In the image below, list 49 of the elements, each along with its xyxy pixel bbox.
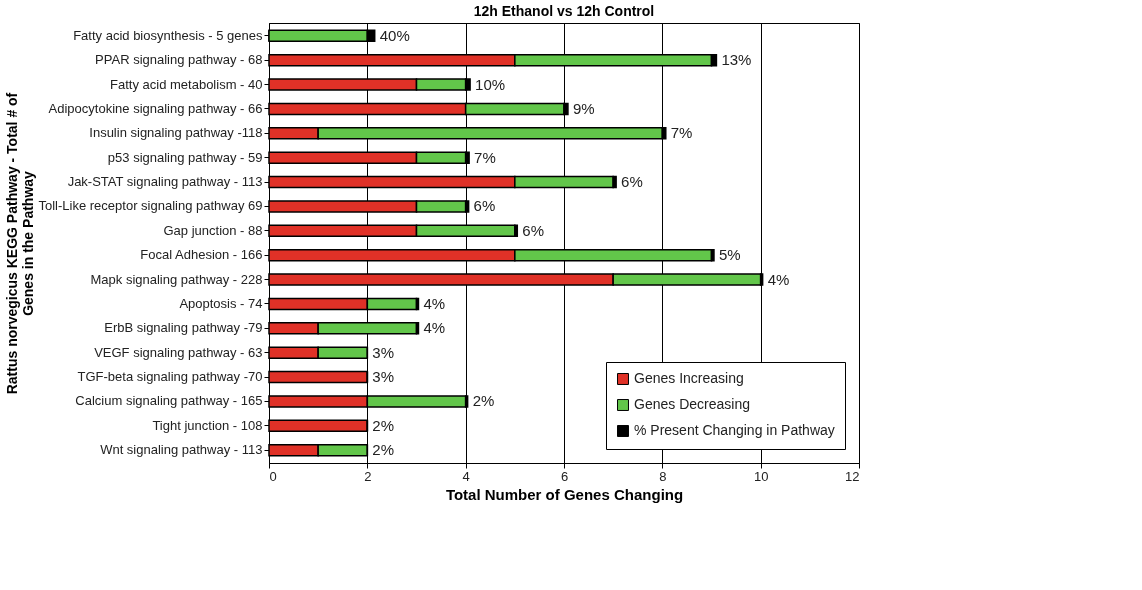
y-tick-label: Tight junction - 108 (152, 417, 263, 433)
x-tick-label: 10 (753, 468, 769, 484)
y-tick-label: Focal Adhesion - 166 (140, 247, 263, 263)
annotation: 7% (474, 148, 496, 166)
x-tick-label: 6 (560, 468, 569, 484)
annotation: 6% (621, 173, 643, 191)
y-tick-label: Fatty acid biosynthesis - 5 genes (73, 27, 263, 43)
y-tick-label: Insulin signaling pathway -118 (89, 125, 263, 141)
x-tick-label: 12 (845, 468, 860, 484)
annotation: 4% (767, 270, 790, 288)
annotation: 9% (572, 99, 595, 117)
y-tick-label: VEGF signaling pathway - 63 (94, 344, 263, 360)
annotation: 7% (670, 124, 693, 142)
annotation: 6% (473, 197, 496, 215)
y-tick-label: p53 signaling pathway - 59 (107, 149, 263, 165)
legend-label: Genes Decreasing (634, 396, 750, 412)
annotation: 13% (721, 51, 752, 69)
chart-title: 12h Ethanol vs 12h Control (473, 3, 655, 19)
x-tick-label: 0 (269, 468, 277, 484)
annotation: 3% (372, 368, 395, 386)
x-tick-label: 4 (462, 468, 470, 484)
x-axis-title: Total Number of Genes Changing (445, 485, 684, 503)
annotation: 6% (522, 221, 544, 239)
annotation: 5% (718, 246, 741, 264)
x-tick-label: 2 (364, 468, 372, 484)
annotation: 2% (372, 416, 395, 434)
y-tick-label: Fatty acid metabolism - 40 (110, 76, 263, 92)
y-tick-label: Gap junction - 88 (163, 222, 263, 238)
annotation: 3% (372, 343, 395, 361)
x-tick-label: 8 (659, 468, 667, 484)
annotation: 10% (475, 75, 506, 93)
annotation: 40% (379, 26, 410, 44)
y-tick-label: Apoptosis - 74 (179, 295, 263, 311)
y-axis-title: Rattus norvegicus KEGG Pathway - Total # of Genes in the Pathway (3, 92, 36, 395)
legend-label: % Present Changing in Pathway (634, 422, 835, 438)
annotation: 4% (423, 294, 446, 312)
y-tick-label: Wnt signaling pathway - 113 (100, 442, 263, 458)
y-tick-label: Calcium signaling pathway - 165 (75, 393, 263, 409)
y-tick-label: ErbB signaling pathway -79 (104, 320, 263, 336)
legend-label: Genes Increasing (634, 370, 744, 386)
annotation: 2% (372, 441, 395, 459)
y-tick-label: PPAR signaling pathway - 68 (95, 52, 263, 68)
annotation: 2% (472, 392, 495, 410)
y-tick-label: Toll-Like receptor signaling pathway 69 (38, 198, 263, 214)
y-tick-label: Jak-STAT signaling pathway - 113 (67, 174, 263, 190)
y-tick-label: TGF-beta signaling pathway -70 (77, 369, 263, 385)
y-tick-label: Adipocytokine signaling pathway - 66 (48, 100, 263, 116)
y-tick-label: Mapk signaling pathway - 228 (90, 271, 263, 287)
annotation: 4% (423, 319, 446, 337)
